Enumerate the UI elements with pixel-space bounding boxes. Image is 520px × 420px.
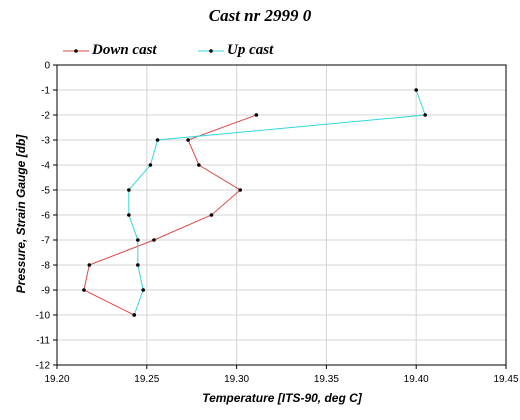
data-point: [148, 163, 153, 167]
data-point: [132, 313, 137, 317]
data-point: [127, 213, 131, 217]
x-tick-label: 19.25: [134, 374, 159, 385]
data-point: [87, 263, 92, 267]
y-tick-label: -8: [41, 261, 50, 272]
data-point: [209, 213, 214, 217]
data-point: [423, 113, 427, 117]
chart-title: Cast nr 2999 0: [208, 6, 312, 25]
series-layer: [82, 88, 427, 317]
y-axis-title: Pressure, Strain Gauge [db]: [14, 134, 28, 294]
data-point: [155, 138, 160, 142]
y-tick-label: -2: [41, 111, 50, 122]
x-axis-title: Temperature [ITS-90, deg C]: [202, 391, 363, 405]
y-tick-label: -7: [41, 236, 50, 247]
data-point: [82, 288, 86, 292]
data-point: [186, 138, 190, 142]
legend-label-up-cast: Up cast: [227, 42, 274, 58]
x-tick-label: 19.35: [314, 374, 339, 385]
y-tick-label: 0: [44, 61, 50, 72]
y-tick-label: -1: [41, 86, 50, 97]
data-point: [152, 238, 156, 242]
legend-swatch-up-cast: [198, 49, 224, 53]
x-tick-label: 19.20: [44, 374, 69, 385]
x-tick-label: 19.45: [493, 374, 518, 385]
y-tick-label: -6: [41, 211, 50, 222]
data-point: [127, 188, 131, 192]
data-point: [141, 288, 146, 292]
x-tick-label: 19.40: [404, 374, 429, 385]
data-point: [238, 188, 242, 192]
y-tick-label: -4: [41, 161, 50, 172]
data-point: [136, 238, 140, 242]
y-tick-label: -5: [41, 186, 50, 197]
x-tick-label: 19.30: [224, 374, 249, 385]
data-point: [254, 113, 259, 117]
grid: [57, 65, 506, 365]
axes: 19.20 19.25 19.30 19.35 19.40 19.45 0 -1 -2 -3 -4 -…: [36, 61, 519, 386]
legend-swatch-down-cast: [63, 49, 89, 53]
data-point: [136, 263, 140, 267]
y-tick-label: -3: [41, 136, 50, 147]
data-point: [414, 88, 419, 92]
y-tick-label: -10: [36, 311, 51, 322]
plot-frame: [56, 64, 507, 366]
y-tick-label: -9: [41, 286, 50, 297]
legend-label-down-cast: Down cast: [92, 42, 157, 58]
y-tick-label: -12: [36, 361, 51, 372]
series-line-1: [128, 89, 426, 316]
data-point: [197, 163, 201, 167]
y-tick-label: -11: [36, 336, 50, 347]
